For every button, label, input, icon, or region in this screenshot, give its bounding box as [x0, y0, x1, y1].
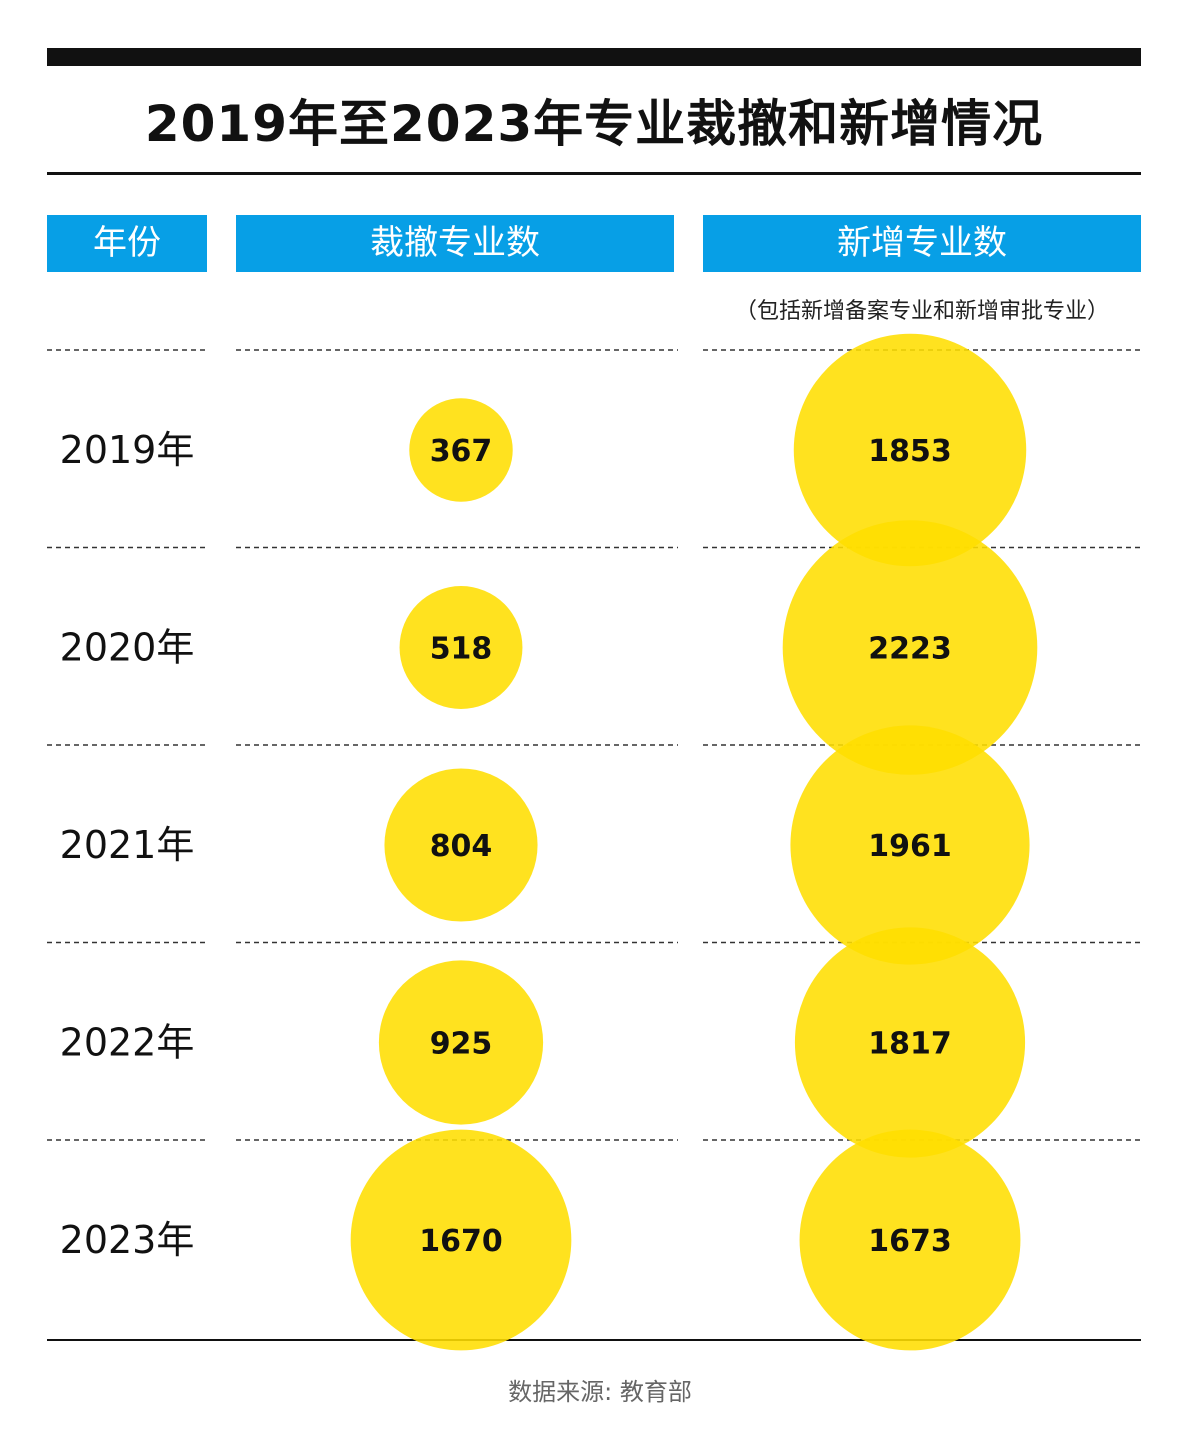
- added-bubble: [794, 927, 1026, 1158]
- year-label: 2019年: [60, 428, 195, 472]
- cut-bubble: [399, 586, 523, 709]
- top-bar: [47, 48, 1141, 66]
- cut-bubble: [409, 398, 513, 502]
- cut-bubble: [384, 768, 538, 922]
- year-label: 2021年: [60, 823, 195, 867]
- cut-bubble: [350, 1129, 572, 1351]
- year-label: 2023年: [60, 1218, 195, 1262]
- cut-bubble: [378, 960, 544, 1125]
- added-value-label: 1817: [868, 1027, 952, 1062]
- added-bubble: [790, 725, 1030, 965]
- header-year: 年份: [47, 215, 207, 272]
- bubbles: [350, 333, 1038, 1351]
- added-value-label: 1673: [868, 1224, 952, 1259]
- added-value-label: 1853: [868, 434, 952, 469]
- cut-value-label: 1670: [419, 1224, 503, 1259]
- added-bubble: [793, 333, 1027, 567]
- title-rule: [47, 172, 1141, 175]
- cut-value-label: 804: [430, 829, 493, 864]
- added-bubble: [799, 1129, 1021, 1351]
- added-value-label: 1961: [868, 829, 952, 864]
- header-added: 新增专业数: [703, 215, 1141, 272]
- chart-title: 2019年至2023年专业裁撤和新增情况: [144, 95, 1044, 153]
- year-label: 2022年: [60, 1021, 195, 1065]
- year-label: 2020年: [60, 626, 195, 670]
- added-bubble: [782, 520, 1038, 775]
- cut-value-label: 518: [430, 632, 493, 667]
- cut-value-label: 925: [430, 1027, 493, 1062]
- source-note: 数据来源: 教育部: [508, 1378, 692, 1406]
- added-value-label: 2223: [868, 632, 952, 667]
- header-cut: 裁撤专业数: [236, 215, 674, 272]
- added-note: （包括新增备案专业和新增审批专业）: [734, 299, 1109, 324]
- labels: 2019年 367 1853 2020年 518 2223 2021年 804 1961 2022…: [60, 428, 952, 1262]
- cut-value-label: 367: [430, 434, 493, 469]
